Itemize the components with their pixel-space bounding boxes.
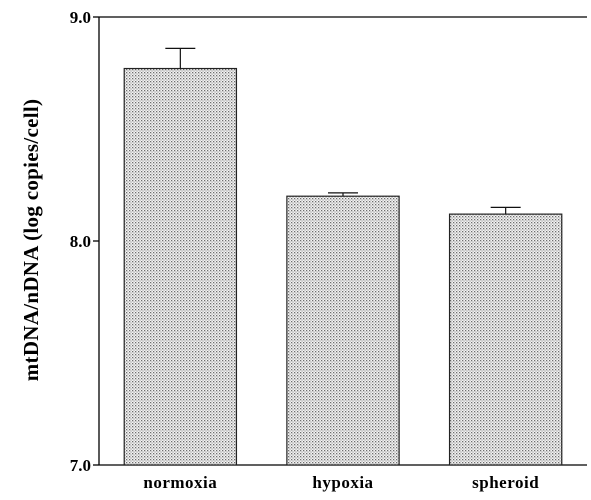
y-tick-label: 7.0 bbox=[70, 456, 91, 475]
bar-hypoxia bbox=[286, 195, 400, 466]
x-category-label: spheroid bbox=[472, 473, 539, 492]
error-bars bbox=[165, 47, 521, 215]
y-tick-label: 8.0 bbox=[70, 232, 91, 251]
x-category-label: hypoxia bbox=[312, 473, 373, 492]
bar-normoxia bbox=[123, 67, 238, 466]
bars bbox=[123, 67, 563, 466]
y-tick-label: 9.0 bbox=[70, 8, 91, 27]
x-category-labels: normoxia hypoxia spheroid bbox=[143, 473, 539, 492]
y-ticks: 7.0 8.0 9.0 bbox=[70, 8, 99, 475]
x-category-label: normoxia bbox=[143, 473, 217, 492]
y-axis-title: mtDNA/nDNA (log copies/cell) bbox=[19, 99, 43, 382]
bar-spheroid bbox=[448, 213, 563, 466]
